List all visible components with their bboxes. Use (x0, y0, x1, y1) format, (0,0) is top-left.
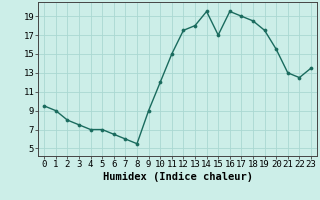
X-axis label: Humidex (Indice chaleur): Humidex (Indice chaleur) (103, 172, 252, 182)
